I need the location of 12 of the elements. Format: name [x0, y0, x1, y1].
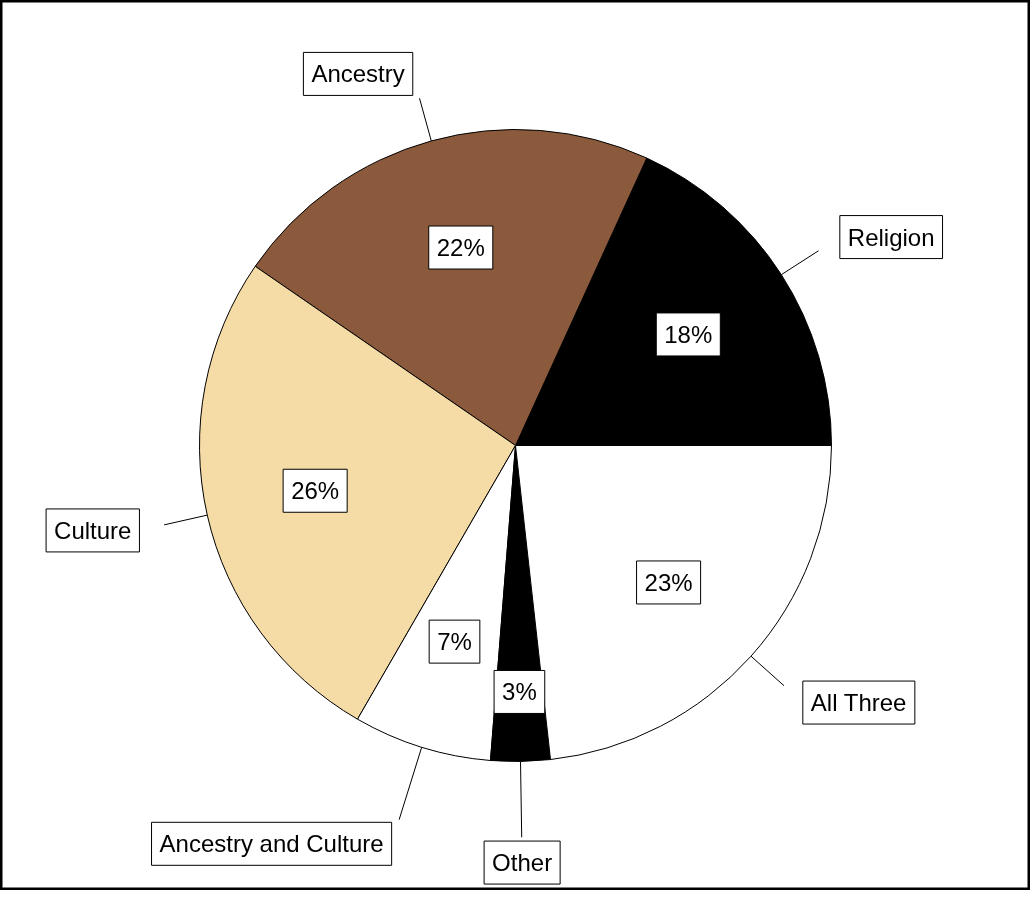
data-label: 3%: [502, 678, 537, 706]
data-label: 18%: [664, 320, 713, 348]
data-label: 7%: [437, 628, 472, 656]
slice-label: Ancestry: [311, 60, 405, 88]
slice-label: Ancestry and Culture: [159, 830, 384, 858]
slice-label: All Three: [810, 689, 907, 717]
data-label: 22%: [436, 234, 485, 262]
data-label: 23%: [644, 568, 693, 596]
slice-label: Other: [492, 849, 553, 877]
legend-label: Culture: [54, 516, 132, 544]
slice-label: Religion: [847, 223, 935, 251]
data-label: 26%: [291, 477, 340, 505]
